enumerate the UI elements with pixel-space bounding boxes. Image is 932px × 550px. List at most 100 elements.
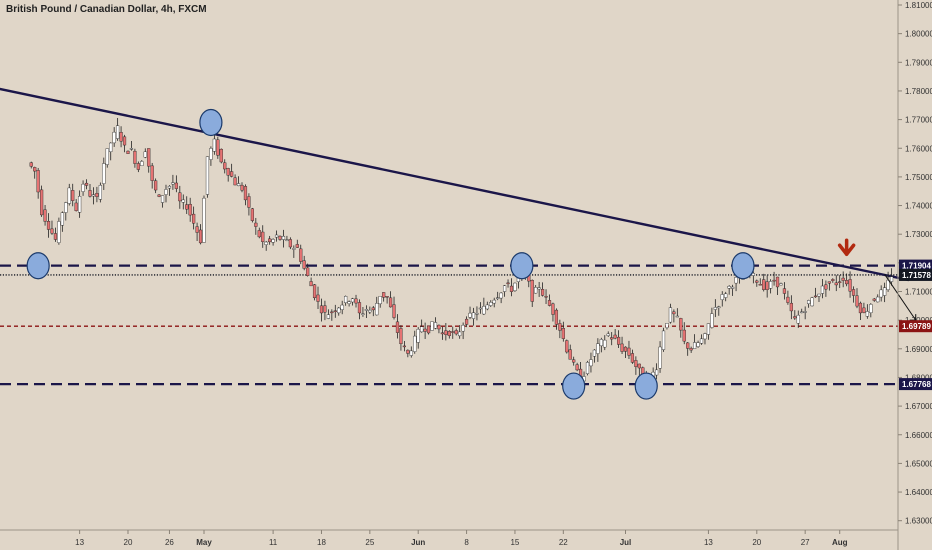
- candle: [102, 163, 106, 184]
- candle: [299, 248, 303, 262]
- candle: [257, 230, 261, 238]
- candle: [810, 297, 814, 307]
- candle: [789, 302, 793, 312]
- candle: [281, 236, 286, 240]
- candle: [617, 336, 621, 345]
- x-tick-label: 26: [165, 538, 174, 547]
- candle: [268, 238, 272, 243]
- candle: [869, 304, 873, 314]
- candle: [713, 307, 717, 310]
- touch-markers: [26, 108, 755, 400]
- candle: [672, 311, 676, 315]
- candle: [212, 138, 216, 152]
- candle: [57, 221, 61, 243]
- candle: [116, 125, 120, 139]
- candle: [409, 350, 413, 356]
- candle: [43, 209, 47, 222]
- x-tick-label: 25: [365, 538, 374, 547]
- price-label-box: [899, 378, 932, 391]
- candle: [782, 288, 787, 294]
- candle: [513, 282, 517, 292]
- candle: [309, 281, 313, 287]
- candle: [544, 296, 548, 298]
- x-tick-label: 13: [75, 538, 84, 547]
- y-tick-label: 1.80000: [905, 30, 932, 39]
- candle: [160, 195, 165, 203]
- candle: [858, 302, 863, 314]
- candle: [112, 131, 116, 144]
- candle: [813, 295, 818, 298]
- y-tick-label: 1.78000: [905, 87, 932, 96]
- candle: [547, 300, 552, 306]
- candle: [340, 304, 344, 310]
- y-tick-label: 1.79000: [905, 58, 932, 67]
- candle: [333, 310, 337, 312]
- candle: [693, 342, 697, 349]
- candle: [803, 311, 807, 313]
- candle: [606, 333, 610, 336]
- candle: [81, 183, 85, 192]
- candle: [889, 276, 894, 282]
- candle: [423, 328, 427, 332]
- candle: [475, 313, 479, 315]
- candle: [496, 297, 500, 299]
- candle: [60, 212, 64, 226]
- candle: [762, 279, 766, 290]
- candle: [775, 276, 780, 288]
- candle: [368, 309, 372, 313]
- candle: [637, 363, 641, 369]
- candle: [537, 287, 541, 290]
- candle: [136, 163, 140, 170]
- candle: [603, 339, 607, 348]
- candle: [67, 187, 71, 204]
- candle: [551, 303, 555, 315]
- y-tick-label: 1.66000: [905, 431, 932, 440]
- candle: [247, 196, 251, 208]
- candle: [430, 321, 434, 331]
- candle: [46, 221, 51, 230]
- candle: [216, 139, 220, 156]
- candle: [530, 280, 534, 302]
- y-tick-label: 1.75000: [905, 173, 932, 182]
- candle: [371, 307, 375, 311]
- price-label-box: [899, 268, 932, 281]
- candle: [599, 339, 603, 347]
- candle: [402, 345, 406, 348]
- candle: [150, 165, 154, 181]
- candle: [316, 294, 320, 302]
- candle: [758, 284, 762, 286]
- candle: [154, 180, 158, 191]
- x-tick-label: 20: [124, 538, 133, 547]
- candle: [447, 331, 451, 336]
- candle: [319, 305, 324, 314]
- y-tick-label: 1.74000: [905, 202, 932, 211]
- candle: [382, 292, 386, 298]
- x-tick-label: 8: [464, 538, 469, 547]
- candle: [879, 289, 883, 298]
- candle: [703, 333, 707, 340]
- y-tick-label: 1.65000: [905, 459, 932, 468]
- candle: [572, 359, 576, 363]
- candle: [274, 234, 279, 238]
- candle: [74, 202, 78, 211]
- candle: [485, 304, 489, 310]
- candle: [755, 280, 759, 283]
- candle: [838, 281, 842, 283]
- candle: [157, 194, 161, 197]
- candle: [330, 311, 334, 314]
- candle: [800, 311, 804, 314]
- candle: [534, 287, 538, 294]
- candle: [824, 284, 828, 290]
- candle: [223, 162, 227, 170]
- candle: [295, 244, 299, 248]
- candle: [613, 334, 617, 339]
- candle: [122, 136, 127, 146]
- x-tick-label: 20: [752, 538, 761, 547]
- candle: [171, 182, 175, 185]
- candle: [350, 298, 355, 303]
- candle: [29, 162, 33, 167]
- candle: [205, 156, 210, 195]
- candle: [696, 342, 700, 347]
- candle: [378, 296, 382, 305]
